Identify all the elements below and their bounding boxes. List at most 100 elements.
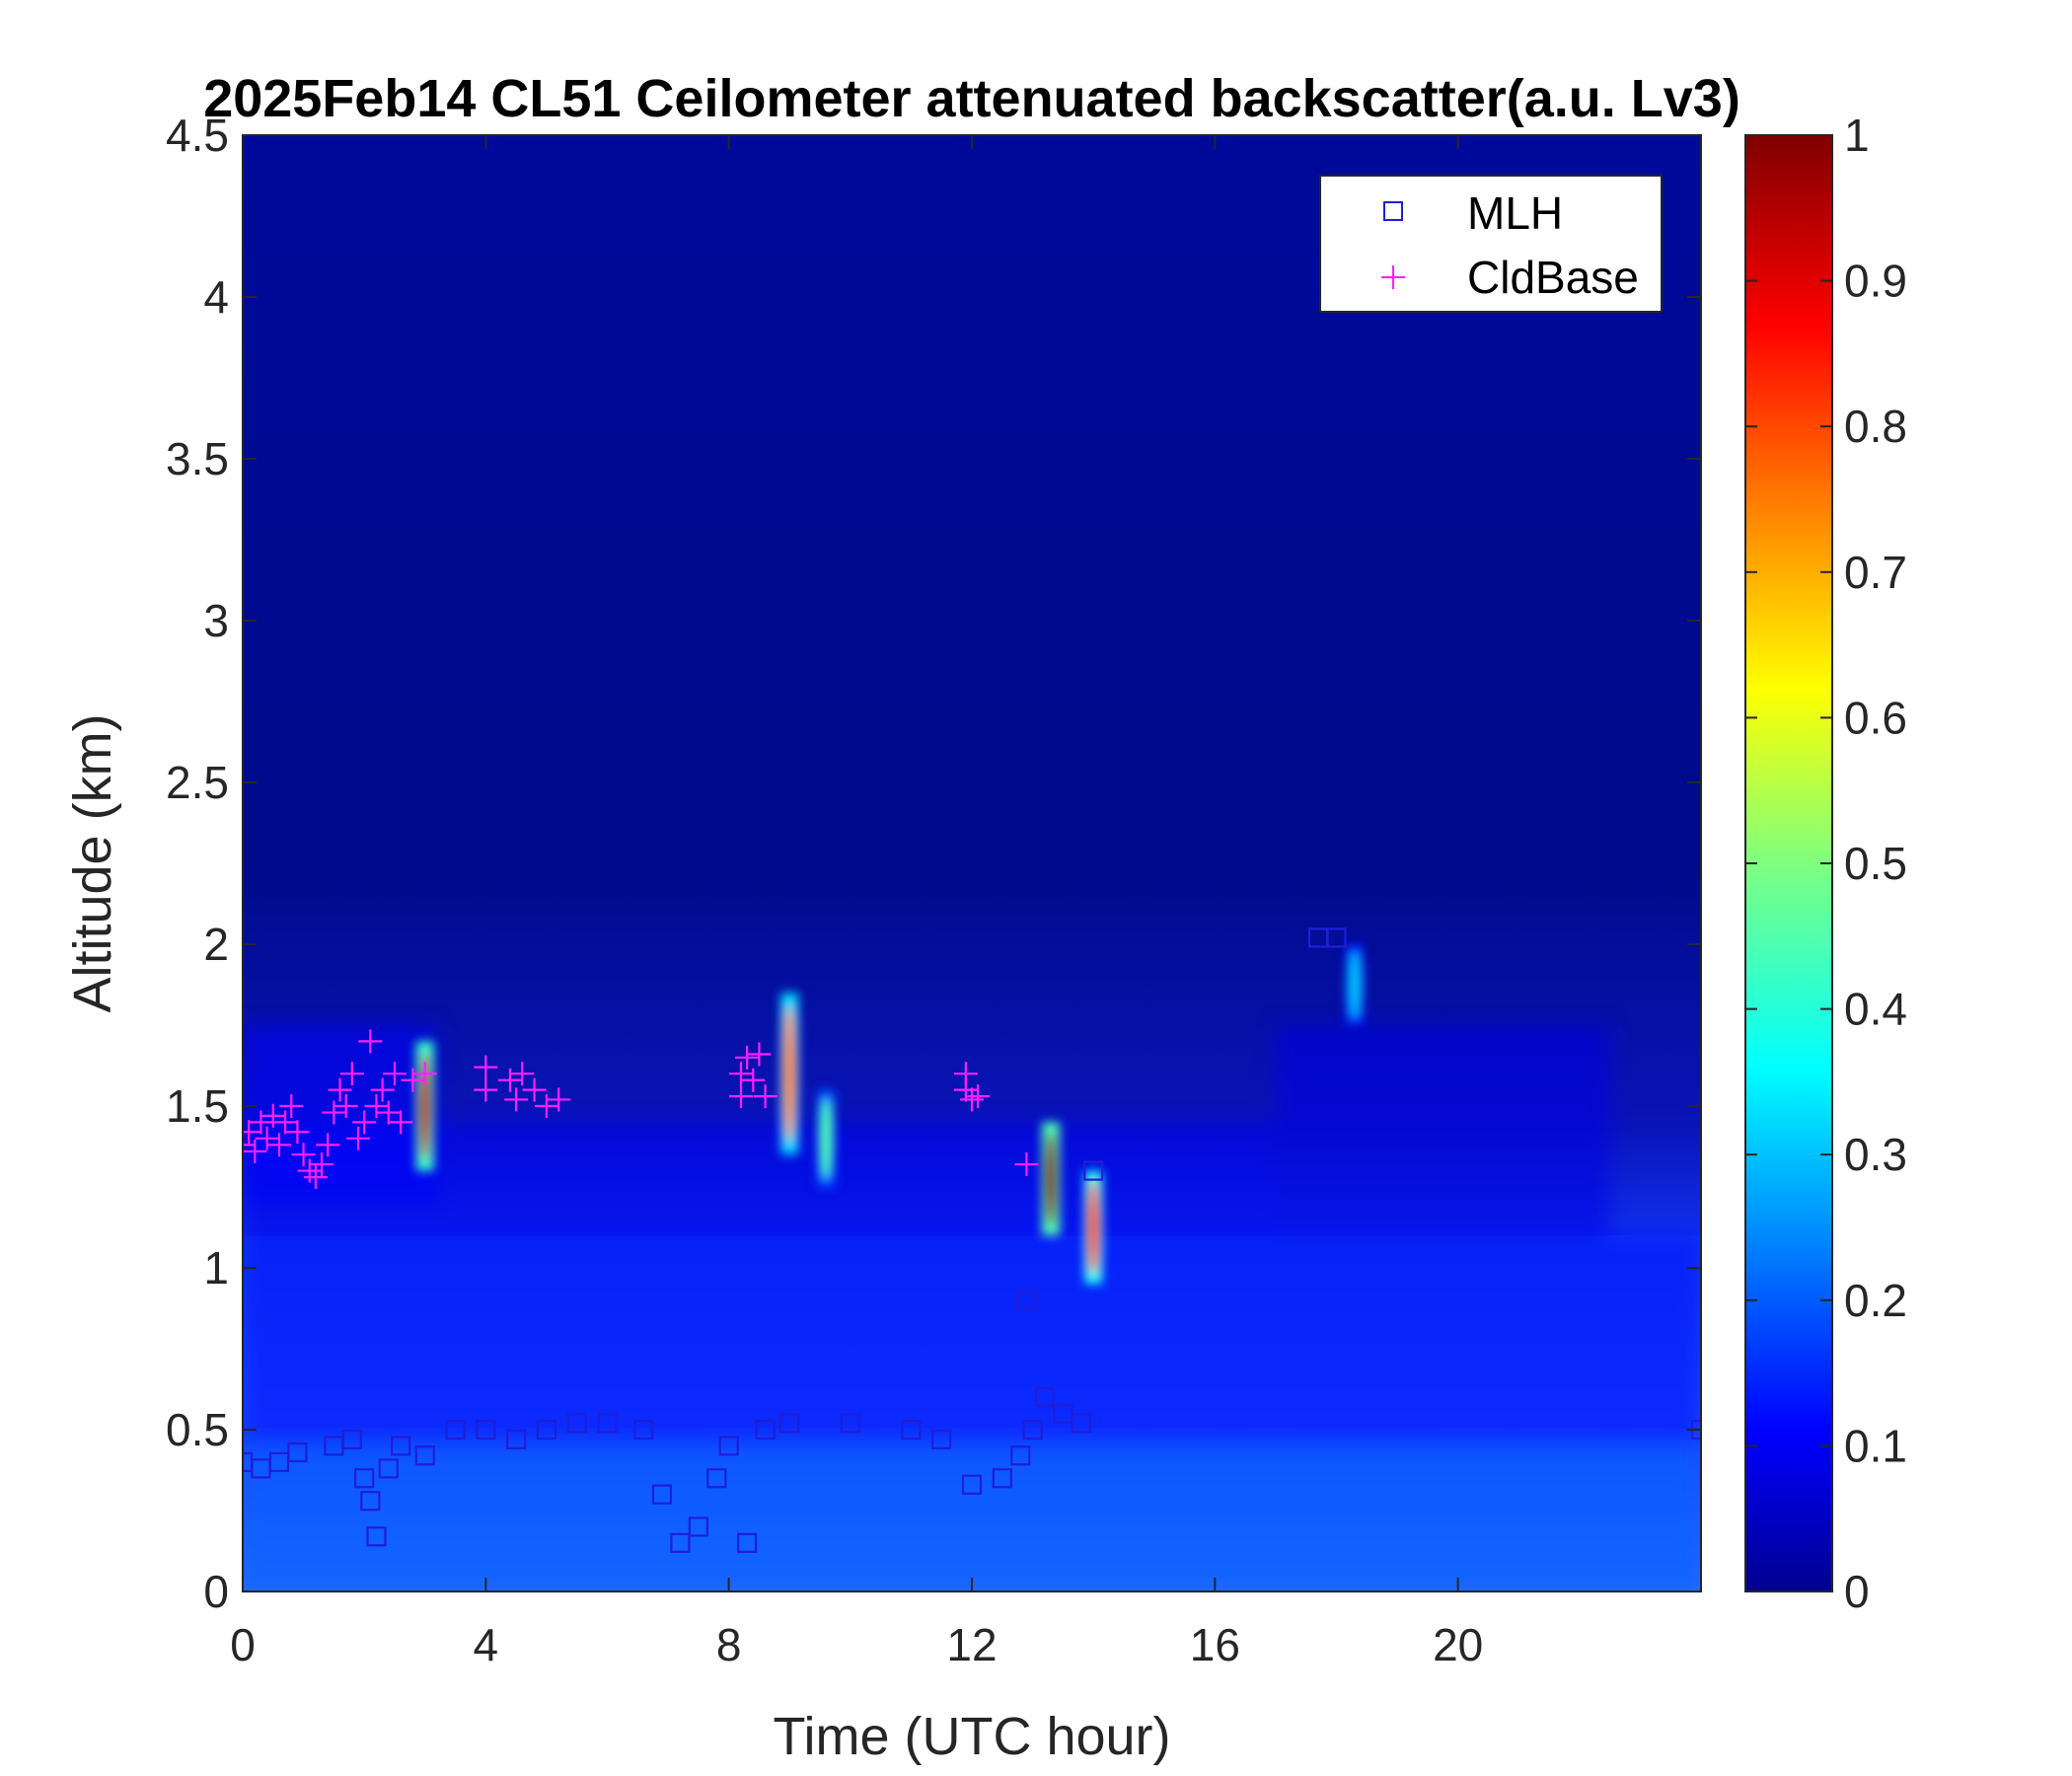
cloud-streak-core (1045, 1131, 1058, 1226)
cldbase-point (249, 1110, 273, 1135)
mlh-point (706, 1468, 727, 1489)
cldbase-point (266, 1133, 291, 1157)
aerosol-layer (243, 1025, 438, 1204)
x-tick-label: 20 (1433, 1619, 1483, 1670)
colorbar: 0 0.1 0.2 0.3 0.4 0.5 0.6 0.7 0.8 0.9 1 (1744, 110, 1907, 1617)
cloud-streak-core (783, 1005, 796, 1142)
colorbar-tick-label: 0.4 (1844, 984, 1907, 1035)
cldbase-point (370, 1077, 395, 1102)
cldbase-point (382, 1062, 407, 1086)
mlh-point (688, 1517, 708, 1537)
x-tick-label: 0 (230, 1619, 256, 1670)
colorbar-scale (1744, 134, 1833, 1592)
y-tick-label: 0 (203, 1566, 229, 1617)
cldbase-point (333, 1094, 358, 1118)
mlh-point (651, 1484, 673, 1505)
colorbar-tick-label: 0.1 (1844, 1420, 1907, 1471)
colorbar-tick-label: 1 (1844, 110, 1870, 161)
cldbase-point (504, 1087, 529, 1112)
cldbase-point (364, 1094, 389, 1118)
cldbase-point (303, 1165, 328, 1190)
mlh-point (287, 1442, 308, 1463)
y-tick-label: 3 (203, 595, 229, 646)
mlh-point (566, 1413, 587, 1434)
cldbase-point (376, 1100, 401, 1125)
cldbase-point (279, 1094, 304, 1118)
colorbar-tick-label: 0.9 (1844, 256, 1907, 307)
colorbar-tick-label: 0 (1844, 1566, 1870, 1617)
x-axis-label: Time (UTC hour) (773, 1707, 1170, 1766)
mlh-point (536, 1419, 557, 1441)
legend-box (1319, 175, 1663, 313)
legend-mlh-marker (1383, 201, 1403, 221)
cloud-streaks (415, 944, 1364, 1285)
cldbase-point (474, 1055, 498, 1079)
mlh-point (1022, 1419, 1043, 1441)
y-tick-label: 2.5 (166, 757, 229, 808)
mlh-point (391, 1436, 411, 1456)
cldbase-point (953, 1062, 978, 1086)
cldbase-point (310, 1152, 334, 1177)
cloud-streak-core (1348, 950, 1361, 1019)
mlh-point (1034, 1387, 1056, 1408)
y-tick-label: 0.5 (166, 1404, 229, 1455)
legend-mlh-label: MLH (1467, 187, 1563, 239)
mlh-point (378, 1458, 399, 1479)
cldbase-point (352, 1110, 377, 1135)
mlh-point (779, 1413, 800, 1434)
cldbase-point (291, 1143, 316, 1167)
colorbar-tick-label: 0.2 (1844, 1275, 1907, 1326)
x-tick-label: 12 (946, 1619, 997, 1670)
cldbase-point (346, 1126, 371, 1150)
mlh-point (901, 1419, 922, 1441)
x-tick-label: 16 (1190, 1619, 1240, 1670)
cldbase-point (966, 1084, 991, 1109)
x-tick-label: 8 (716, 1619, 742, 1670)
cldbase-point (273, 1110, 298, 1135)
y-tick-label: 3.5 (166, 433, 229, 484)
cldbase-point (1014, 1152, 1039, 1177)
cldbase-point (497, 1068, 522, 1092)
x-tick-label: 4 (474, 1619, 499, 1670)
colorbar-tick-label: 0.7 (1844, 547, 1907, 598)
cldbase-point (753, 1084, 777, 1109)
cldbase-series (243, 1029, 1039, 1190)
mlh-point (506, 1429, 527, 1449)
y-tick-label: 1 (203, 1242, 229, 1294)
cldbase-point (389, 1110, 413, 1135)
y-tick-label: 4.5 (166, 110, 229, 161)
legend-cldbase-label: CldBase (1467, 252, 1639, 303)
cldbase-point (328, 1077, 352, 1102)
cldbase-point (510, 1062, 535, 1086)
mlh-point (366, 1526, 387, 1547)
colorbar-tick-label: 0.8 (1844, 401, 1907, 452)
cldbase-point (412, 1062, 437, 1086)
colorbar-ticks: 0 0.1 0.2 0.3 0.4 0.5 0.6 0.7 0.8 0.9 1 (1745, 110, 1907, 1617)
cldbase-point (255, 1126, 279, 1150)
legend-cldbase-marker (1381, 265, 1405, 289)
mlh-point (992, 1468, 1012, 1489)
cldbase-point (285, 1120, 310, 1145)
cloud-streak-core (1087, 1180, 1100, 1275)
cldbase-point (322, 1100, 346, 1125)
mlh-point (670, 1532, 691, 1553)
aerosol-layers (243, 1025, 1701, 1591)
cldbase-point (534, 1094, 558, 1118)
mlh-point (1326, 927, 1347, 948)
cldbase-point (358, 1029, 383, 1054)
cldbase-point (747, 1042, 772, 1067)
mlh-point (476, 1419, 496, 1441)
mlh-point (341, 1429, 362, 1449)
y-tick-label: 2 (203, 919, 229, 970)
colorbar-tick-label: 0.5 (1844, 838, 1907, 889)
aerosol-layer (1275, 1025, 1610, 1236)
plot-area (243, 135, 1701, 1591)
y-tick-label: 1.5 (166, 1080, 229, 1132)
mlh-point (597, 1413, 618, 1434)
mlh-point (1016, 1290, 1037, 1310)
colorbar-tick-label: 0.6 (1844, 692, 1907, 743)
y-tick-label: 4 (203, 271, 229, 323)
y-axis-ticks: 0 0.5 1 1.5 2 2.5 3 3.5 4 4.5 (166, 110, 1701, 1617)
mlh-point (633, 1419, 654, 1441)
mlh-point (414, 1445, 435, 1466)
